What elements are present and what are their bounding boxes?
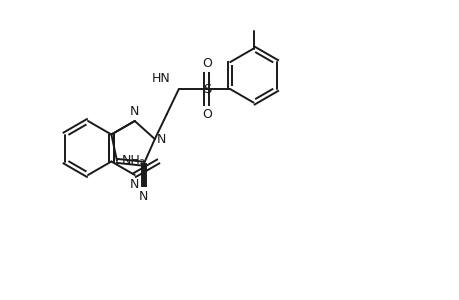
Text: N: N — [157, 133, 166, 146]
Text: O: O — [202, 108, 211, 121]
Text: HN: HN — [152, 72, 170, 85]
Text: O: O — [202, 57, 211, 70]
Text: N: N — [139, 190, 148, 203]
Text: NH₂: NH₂ — [122, 154, 146, 167]
Text: N: N — [130, 105, 139, 118]
Text: S: S — [202, 82, 211, 96]
Text: N: N — [130, 178, 139, 191]
